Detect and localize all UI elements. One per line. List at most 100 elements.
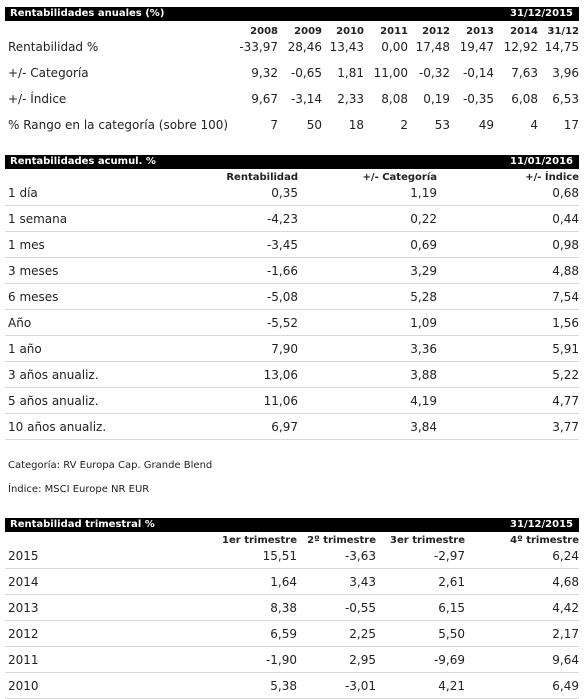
- annual-value: 17: [563, 118, 579, 132]
- cumulative-value: 11,06: [263, 394, 298, 408]
- annual-value: 7,63: [511, 66, 538, 80]
- annual-value: 50: [306, 118, 322, 132]
- quarterly-value: 6,24: [552, 549, 579, 563]
- quarterly-value: -9,69: [433, 653, 465, 667]
- cumulative-value: 3,84: [410, 420, 437, 434]
- annual-value: 1,81: [337, 66, 364, 80]
- quarterly-value: 3,43: [349, 575, 376, 589]
- quarterly-value: 15,51: [262, 549, 297, 563]
- cumulative-row-label: 3 años anualiz.: [8, 368, 99, 382]
- quarterly-row-label: 2011: [8, 653, 39, 667]
- cumulative-value: 0,22: [410, 212, 437, 226]
- quarterly-value: 2,25: [349, 627, 376, 641]
- quarterly-column-header: 3er trimestre: [390, 535, 465, 546]
- cumulative-row-label: 5 años anualiz.: [8, 394, 99, 408]
- cumulative-value: 1,56: [552, 316, 579, 330]
- annual-value: 2,33: [337, 92, 364, 106]
- annual-year-label: 2008: [250, 26, 278, 37]
- quarterly-value: 9,64: [552, 653, 579, 667]
- annual-year-label: 2012: [422, 26, 450, 37]
- annual-row-label: +/- Categoría: [8, 66, 89, 80]
- annual-value: 6,08: [511, 92, 538, 106]
- quarterly-returns-header: Rentabilidad trimestral % 31/12/2015: [5, 518, 579, 532]
- annual-value: 0,19: [423, 92, 450, 106]
- index-note: Índice: MSCI Europe NR EUR: [8, 484, 150, 495]
- quarterly-returns-title: Rentabilidad trimestral %: [10, 519, 155, 530]
- quarterly-value: 2,95: [349, 653, 376, 667]
- cumulative-value: 7,54: [552, 290, 579, 304]
- annual-row-label: % Rango en la categoría (sobre 100): [8, 118, 229, 132]
- quarterly-value: -3,01: [344, 679, 376, 693]
- quarterly-value: 4,42: [552, 601, 579, 615]
- cumulative-value: 4,77: [552, 394, 579, 408]
- annual-value: -0,14: [462, 66, 494, 80]
- cumulative-value: 5,22: [552, 368, 579, 382]
- cumulative-value: 4,19: [410, 394, 437, 408]
- cumulative-row: 1 semana -4,23 0,22 0,44: [5, 206, 579, 232]
- annual-value: 28,46: [287, 40, 322, 54]
- quarterly-row-label: 2014: [8, 575, 39, 589]
- quarterly-value: 5,50: [438, 627, 465, 641]
- cumulative-row-label: 10 años anualiz.: [8, 420, 107, 434]
- annual-row: % Rango en la categoría (sobre 100) 7 50 18…: [5, 112, 579, 138]
- quarterly-value: 4,68: [552, 575, 579, 589]
- annual-value: 17,48: [415, 40, 450, 54]
- quarterly-value: 1,64: [270, 575, 297, 589]
- annual-value: 7: [270, 118, 278, 132]
- annual-value: 11,00: [373, 66, 408, 80]
- quarterly-row: 2013 8,38 -0,55 6,15 4,42: [5, 595, 579, 621]
- cumulative-column-header: +/- Categoría: [362, 172, 437, 183]
- annual-value: -3,14: [290, 92, 322, 106]
- cumulative-row-label: 1 año: [8, 342, 42, 356]
- annual-value: 18: [348, 118, 364, 132]
- cumulative-value: -3,45: [266, 238, 298, 252]
- quarterly-value: 6,15: [438, 601, 465, 615]
- quarterly-value: 6,49: [552, 679, 579, 693]
- cumulative-column-header: +/- Índice: [525, 172, 579, 183]
- cumulative-value: 6,97: [271, 420, 298, 434]
- quarterly-row: 2012 6,59 2,25 5,50 2,17: [5, 621, 579, 647]
- cumulative-value: 13,06: [263, 368, 298, 382]
- cumulative-value: 3,88: [410, 368, 437, 382]
- cumulative-row: 3 años anualiz. 13,06 3,88 5,22: [5, 362, 579, 388]
- cumulative-row-label: Año: [8, 316, 32, 330]
- quarterly-value: -1,90: [265, 653, 297, 667]
- annual-value: 53: [434, 118, 450, 132]
- annual-row: Rentabilidad % -33,97 28,46 13,43 0,00 17,48 1…: [5, 34, 579, 60]
- annual-year-label: 2011: [380, 26, 408, 37]
- annual-row-label: +/- Índice: [8, 92, 67, 106]
- cumulative-value: 0,69: [410, 238, 437, 252]
- cumulative-row-label: 1 día: [8, 186, 38, 200]
- quarterly-value: 6,59: [270, 627, 297, 641]
- quarterly-value: 5,38: [270, 679, 297, 693]
- annual-year-label: 2014: [510, 26, 538, 37]
- annual-returns-title: Rentabilidades anuales (%): [10, 8, 165, 19]
- annual-value: 14,75: [544, 40, 579, 54]
- annual-value: -33,97: [239, 40, 278, 54]
- annual-value: 19,47: [459, 40, 494, 54]
- annual-value: 3,96: [552, 66, 579, 80]
- cumulative-value: 5,28: [410, 290, 437, 304]
- cumulative-row-label: 1 mes: [8, 238, 45, 252]
- quarterly-column-header: 4º trimestre: [510, 535, 579, 546]
- cumulative-value: 4,88: [552, 264, 579, 278]
- cumulative-value: 0,68: [552, 186, 579, 200]
- annual-value: 49: [478, 118, 494, 132]
- cumulative-value: 7,90: [271, 342, 298, 356]
- annual-value: -0,32: [418, 66, 450, 80]
- quarterly-value: 2,61: [438, 575, 465, 589]
- category-note: Categoría: RV Europa Cap. Grande Blend: [8, 460, 213, 471]
- cumulative-returns-date: 11/01/2016: [510, 156, 573, 167]
- quarterly-value: -2,97: [433, 549, 465, 563]
- quarterly-value: 4,21: [438, 679, 465, 693]
- annual-value: 6,53: [552, 92, 579, 106]
- quarterly-row: 2015 15,51 -3,63 -2,97 6,24: [5, 543, 579, 569]
- annual-year-label: 2013: [466, 26, 494, 37]
- cumulative-column-header: Rentabilidad: [226, 172, 298, 183]
- cumulative-value: 5,91: [552, 342, 579, 356]
- cumulative-value: -4,23: [266, 212, 298, 226]
- quarterly-value: 8,38: [270, 601, 297, 615]
- annual-value: -0,65: [290, 66, 322, 80]
- cumulative-row-label: 1 semana: [8, 212, 68, 226]
- annual-row: +/- Índice 9,67 -3,14 2,33 8,08 0,19 -0,35 6,08…: [5, 86, 579, 112]
